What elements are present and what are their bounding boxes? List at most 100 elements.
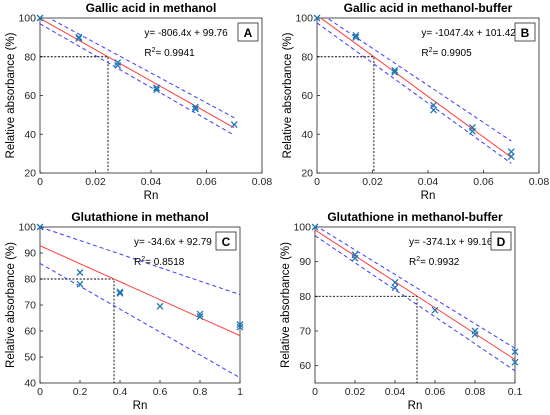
- x-tick-label: 0.1: [508, 386, 523, 398]
- data-point: [196, 313, 204, 321]
- y-tick-label: 80: [24, 51, 36, 63]
- confidence-lower-line: [317, 22, 512, 164]
- x-tick-label: 0.02: [85, 176, 106, 188]
- data-point: [313, 14, 321, 22]
- data-point: [191, 105, 199, 113]
- y-tick-label: 70: [299, 326, 311, 338]
- r-squared-symbol: R: [144, 48, 151, 59]
- confidence-lower-line: [315, 235, 515, 372]
- chart-title: Gallic acid in methanol-buffer: [344, 1, 513, 15]
- data-point: [153, 86, 161, 94]
- x-tick-label: 0.02: [362, 176, 383, 188]
- x-tick-label: 0.4: [113, 386, 128, 398]
- confidence-upper-line: [47, 18, 235, 119]
- equation-label: y= -34.6x + 92.79: [134, 237, 212, 248]
- fit-line: [319, 18, 512, 158]
- y-tick-label: 90: [299, 256, 311, 268]
- y-tick-label: 100: [293, 222, 311, 234]
- chart-title: Glutathione in methanol: [71, 210, 208, 224]
- y-axis-label: Relative absorbance (%): [5, 32, 17, 158]
- data-point: [114, 62, 122, 69]
- r-squared-exponent: 2: [152, 47, 156, 54]
- confidence-lower-line: [40, 262, 240, 379]
- data-point: [311, 223, 319, 231]
- x-tick-label: 0.06: [473, 176, 494, 188]
- y-tick-label: 20: [301, 168, 313, 180]
- data-point: [153, 84, 161, 92]
- data-point: [36, 14, 44, 22]
- data-point: [391, 68, 399, 76]
- data-point: [391, 284, 399, 292]
- data-point: [76, 269, 84, 276]
- data-point: [468, 127, 476, 135]
- data-point: [116, 289, 124, 297]
- data-point: [351, 254, 359, 262]
- plot-area: [314, 226, 516, 384]
- x-tick-label: 0.08: [252, 176, 273, 188]
- r-squared-value: = 0.9932: [420, 257, 460, 268]
- y-tick-label: 50: [24, 352, 36, 364]
- data-point: [116, 288, 124, 296]
- x-axis-label: Rn: [133, 400, 148, 412]
- r-squared-symbol: R: [409, 257, 416, 268]
- data-point: [430, 106, 438, 114]
- confidence-upper-line: [326, 18, 512, 142]
- data-point: [230, 121, 238, 129]
- x-tick-label: 1: [237, 386, 243, 398]
- r-squared-label: R2= 0.9905: [421, 47, 472, 59]
- y-tick-label: 90: [24, 248, 36, 260]
- plot-area: [39, 17, 263, 174]
- plot-area: [39, 226, 241, 384]
- chart-panel-d: Glutathione in methanol-buffer 0 0.02 0.04 0…: [280, 210, 522, 412]
- panel-label-box: [215, 231, 237, 251]
- x-tick-label: 0.8: [193, 386, 208, 398]
- x-tick-label: 0.04: [385, 386, 406, 398]
- x-tick-label: 0.08: [529, 176, 550, 188]
- reference-line: [315, 295, 418, 383]
- y-tick-label: 20: [24, 168, 36, 180]
- y-tick-label: 40: [24, 378, 36, 390]
- chart-panel-b: Gallic acid in methanol-buffer 0 0.02 0.04 0…: [282, 1, 549, 202]
- x-axis-label: Rn: [144, 190, 159, 202]
- y-tick-label: 100: [18, 13, 36, 25]
- r-squared-value: = 0.9941: [155, 48, 195, 59]
- x-axis-label: Rn: [408, 400, 423, 412]
- data-point: [156, 302, 164, 310]
- data-point: [352, 31, 360, 39]
- x-tick-label: 0: [312, 386, 318, 398]
- r-squared-label: R2= 0.9932: [409, 256, 460, 268]
- data-point: [76, 280, 84, 288]
- panel-label-text: A: [244, 26, 253, 40]
- x-tick-label: 0.06: [425, 386, 446, 398]
- panel-label: A: [237, 22, 259, 42]
- r-squared-label: R2= 0.8518: [134, 256, 185, 268]
- equation-label: y= -806.4x + 99.76: [144, 28, 228, 39]
- r-squared-symbol: R: [134, 257, 141, 268]
- y-tick-label: 80: [24, 274, 36, 286]
- y-tick-label: 60: [24, 90, 36, 102]
- r-squared-symbol: R: [421, 48, 428, 59]
- r-squared-value: = 0.9905: [432, 48, 472, 59]
- x-tick-label: 0.04: [141, 176, 162, 188]
- data-point: [75, 33, 83, 41]
- plot-area: [316, 17, 540, 174]
- confidence-lower-line: [40, 23, 235, 136]
- x-tick-label: 0.02: [345, 386, 366, 398]
- data-point: [352, 33, 360, 41]
- data-point: [511, 358, 519, 366]
- chart-panel-c: Glutathione in methanol 0 0.2 0.4 0.6 0.8 1 40 5…: [5, 210, 244, 412]
- data-point: [507, 153, 515, 160]
- data-point: [236, 321, 244, 328]
- y-axis-label: Relative absorbance (%): [5, 242, 17, 368]
- y-tick-label: 100: [295, 13, 313, 25]
- panel-label-text: D: [497, 235, 506, 249]
- x-tick-label: 0.04: [418, 176, 439, 188]
- panel-label-text: C: [222, 235, 231, 249]
- data-point: [511, 348, 519, 356]
- panel-label: B: [514, 22, 536, 42]
- y-tick-label: 40: [301, 129, 313, 141]
- series-lines: [40, 227, 240, 383]
- y-tick-label: 80: [299, 291, 311, 303]
- r-squared-label: R2= 0.9941: [144, 47, 195, 59]
